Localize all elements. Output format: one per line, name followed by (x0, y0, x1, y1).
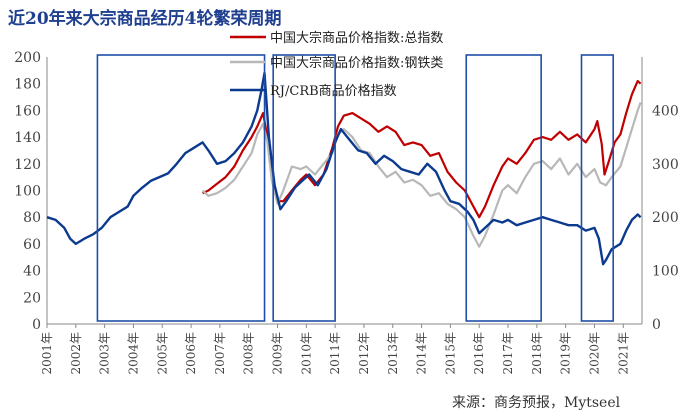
x-tick-label: 2012年 (357, 332, 371, 375)
right-tick-label: 100 (652, 264, 679, 280)
x-tick-label: 2018年 (530, 332, 544, 375)
x-tick-label: 2001年 (40, 332, 54, 375)
cycle-box-3 (465, 54, 542, 322)
left-tick-label: 120 (14, 157, 41, 173)
left-tick-label: 60 (23, 237, 41, 253)
left-tick-label: 160 (14, 103, 41, 119)
right-tick-label: 0 (652, 317, 661, 333)
x-tick-label: 2020年 (587, 332, 601, 375)
x-tick-label: 2003年 (98, 332, 112, 375)
left-tick-label: 140 (14, 130, 41, 146)
source-note: 来源：商务预报，Mytseel (452, 395, 621, 411)
x-tick-label: 2015年 (443, 332, 457, 375)
series-lines (46, 71, 642, 266)
x-tick-label: 2016年 (472, 332, 486, 375)
x-tick-label: 2011年 (328, 332, 342, 375)
legend-label-1: 中国大宗商品价格指数:总指数 (270, 30, 443, 46)
x-tick-label: 2014年 (415, 332, 429, 375)
x-tick-label: 2021年 (616, 332, 630, 375)
left-tick-label: 80 (23, 210, 41, 226)
x-tick-label: 2013年 (386, 332, 400, 375)
x-tick-label: 2004年 (126, 332, 140, 375)
x-tick-label: 2006年 (184, 332, 198, 375)
cycle-box-2 (272, 54, 336, 322)
left-tick-label: 200 (14, 50, 41, 66)
right-tick-label: 200 (652, 210, 679, 226)
cycle-box-4 (580, 54, 614, 322)
x-axis: 2001年 2002年 2003年 2004年 2005年 2006年 2007年 2008年… (40, 323, 642, 375)
legend-label-2: 中国大宗商品价格指数:钢铁类 (270, 55, 443, 71)
right-tick-label: 300 (652, 157, 679, 173)
x-tick-label: 2002年 (69, 332, 83, 375)
series-line-2 (201, 102, 642, 248)
left-tick-label: 100 (14, 184, 41, 200)
left-tick-label: 20 (23, 290, 41, 306)
cycle-boxes (96, 54, 614, 322)
right-tick-label: 400 (652, 103, 679, 119)
x-tick-label: 2017年 (501, 332, 515, 375)
left-axis: 0 20 40 60 80 100 120 140 160 180 200 (14, 50, 48, 333)
x-tick-label: 2019年 (559, 332, 573, 375)
x-tick-label: 2007年 (213, 332, 227, 375)
left-tick-label: 40 (23, 264, 41, 280)
legend-label-3: RJ/CRB商品价格指数 (270, 83, 397, 99)
chart-title: 近20年来大宗商品经历4轮繁荣周期 (8, 9, 282, 29)
x-tick-label: 2010年 (299, 332, 313, 375)
left-tick-label: 0 (32, 317, 41, 333)
cycle-box-1 (96, 54, 266, 322)
x-tick-label: 2005年 (155, 332, 169, 375)
right-axis: 0 100 200 300 400 (641, 57, 679, 333)
x-tick-label: 2008年 (242, 332, 256, 375)
left-tick-label: 180 (14, 77, 41, 93)
series-line-3 (46, 71, 642, 266)
x-tick-label: 2009年 (271, 332, 285, 375)
